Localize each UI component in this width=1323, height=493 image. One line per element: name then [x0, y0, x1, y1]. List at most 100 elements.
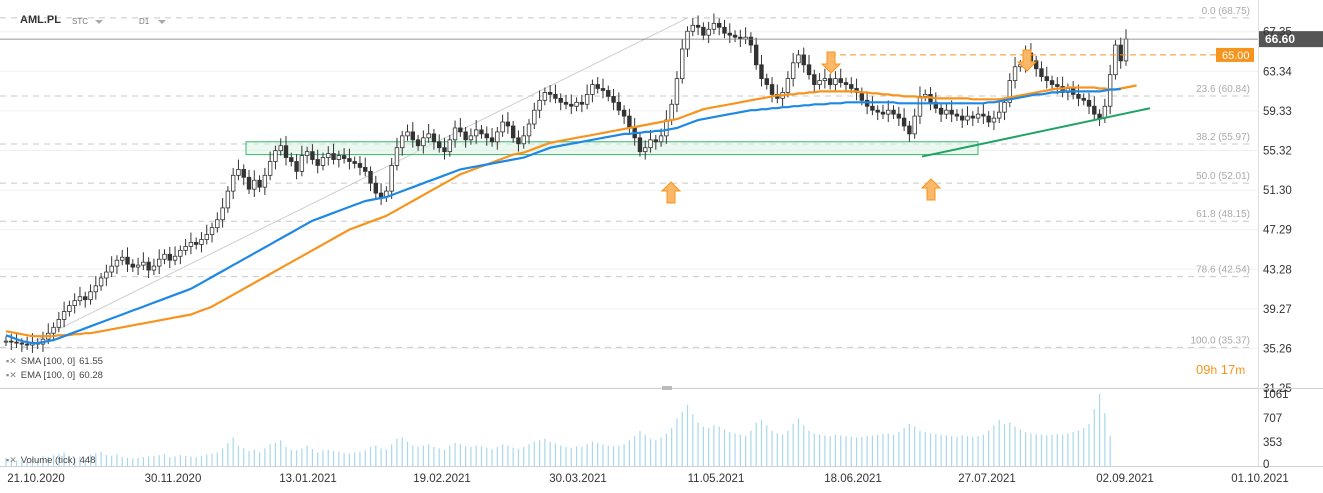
candle-body: [891, 109, 896, 115]
timeframe-label[interactable]: D1: [139, 17, 150, 26]
remove-sma-icon[interactable]: ▪✕: [6, 356, 17, 366]
candle-body: [225, 190, 231, 209]
candle-body: [1097, 113, 1102, 119]
candle-body: [1055, 84, 1060, 87]
candle-body: [230, 174, 236, 192]
candle-body: [674, 78, 680, 105]
candle-body: [172, 255, 178, 261]
candle-body: [817, 80, 822, 85]
candle-body: [473, 129, 479, 137]
candle-body: [24, 343, 30, 346]
candle-body: [965, 115, 970, 121]
candle-body: [151, 265, 157, 271]
candle-body: [960, 115, 965, 121]
candle-body: [415, 139, 421, 147]
trend-line: [921, 107, 1151, 158]
candle-body: [188, 242, 194, 247]
candle-body: [954, 113, 960, 117]
x-tick-label: 27.07.2021: [958, 473, 1016, 485]
candle-body: [526, 123, 532, 137]
remove-ema-icon[interactable]: ▪✕: [6, 370, 17, 380]
source-label[interactable]: STC: [72, 17, 88, 26]
volume-tick-label: 1061: [1263, 389, 1289, 401]
candle-body: [1033, 60, 1039, 70]
candle-body: [1007, 80, 1012, 103]
remove-volume-icon[interactable]: ▪✕: [6, 455, 17, 465]
candle-body: [711, 22, 717, 30]
candle-body: [458, 127, 463, 133]
candle-body: [109, 265, 114, 273]
candle-body: [843, 82, 849, 85]
candle-body: [3, 340, 9, 343]
volume-tick-label: 353: [1263, 437, 1282, 449]
timer-minutes: 17: [1220, 362, 1236, 377]
candle-body: [542, 92, 548, 101]
candles: [3, 13, 1129, 353]
candle-body: [510, 125, 516, 139]
y-tick-label: 43.28: [1263, 264, 1292, 276]
sma-line: [5, 87, 1121, 345]
candle-body: [764, 78, 769, 85]
candle-body: [1049, 80, 1055, 85]
y-tick-label: 67.35: [1263, 27, 1292, 39]
candle-body: [875, 109, 880, 113]
candle-body: [1039, 68, 1044, 78]
ema-indicator[interactable]: ▪✕ EMA [100, 0] 60.28: [6, 370, 103, 381]
candle-body: [563, 101, 569, 105]
candle-body: [590, 84, 595, 95]
candle-body: [1102, 105, 1108, 119]
candle-body: [1002, 101, 1007, 113]
candle-body: [621, 109, 627, 117]
candle-body: [341, 155, 347, 159]
ema-line: [5, 84, 1137, 338]
down-arrow-icon: [1016, 49, 1038, 72]
volume-tick-label: 707: [1263, 413, 1282, 425]
candle-body: [870, 105, 875, 111]
timeframe-dropdown-icon[interactable]: [158, 20, 166, 24]
source-dropdown-icon[interactable]: [95, 20, 103, 24]
symbol-label[interactable]: AML.PL: [20, 14, 61, 26]
candle-body: [315, 159, 320, 166]
candle-body: [949, 109, 954, 115]
fibonacci-levels: 0.0 (68.75) 23.6 (60.84) 38.2 (55.97) 50.0 …: [0, 6, 1250, 348]
candle-body: [178, 249, 183, 257]
up-arrow-icon: [660, 181, 682, 204]
candle-body: [162, 253, 167, 260]
candle-body: [352, 161, 357, 164]
candle-body: [437, 141, 442, 149]
candle-body: [643, 147, 648, 153]
x-tick-label: 30.03.2021: [549, 473, 607, 485]
candle-body: [77, 296, 83, 302]
x-tick-label: 21.10.2020: [7, 473, 65, 485]
volume-indicator[interactable]: ▪✕ Volume (tick) 448: [6, 455, 96, 466]
candle-body: [827, 78, 833, 85]
support-zone-rect: [245, 141, 979, 156]
candle-body: [970, 115, 975, 119]
support-zone: [245, 141, 979, 156]
candle-body: [484, 133, 489, 139]
candle-body: [727, 32, 732, 36]
volume-bars: [5, 394, 1111, 466]
sma-indicator[interactable]: ▪✕ SMA [100, 0] 61.55: [6, 356, 103, 367]
last-price-text: 66.60: [1265, 32, 1295, 46]
x-tick-label: 19.02.2021: [413, 473, 471, 485]
candle-body: [104, 271, 109, 279]
candle-body: [72, 300, 77, 306]
candle-body: [421, 137, 426, 147]
ema-label: EMA [100, 0]: [20, 370, 76, 381]
timer-minutes-unit: m: [1235, 363, 1246, 377]
candle-body: [1081, 97, 1086, 101]
candle-body: [98, 277, 104, 287]
candle-body: [896, 113, 902, 119]
candle-body: [426, 133, 431, 139]
fib-level-label: 0.0 (68.75): [1202, 6, 1250, 17]
candle-body: [595, 84, 600, 89]
timer-hours-unit: h: [1210, 363, 1218, 377]
candle-body: [653, 139, 659, 143]
candle-body: [283, 145, 289, 158]
candle-body: [405, 131, 410, 137]
candle-body: [912, 115, 917, 135]
ema-value: 60.28: [79, 370, 103, 381]
